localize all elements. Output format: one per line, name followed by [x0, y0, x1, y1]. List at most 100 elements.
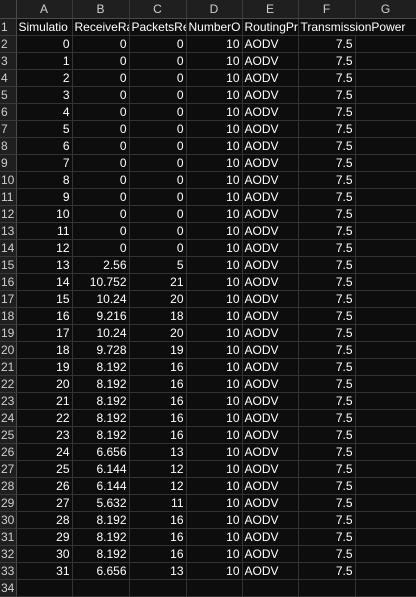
cell-e[interactable]: AODV — [242, 137, 299, 155]
cell-d[interactable]: 10 — [186, 443, 243, 461]
cell-d[interactable]: 10 — [186, 154, 243, 172]
cell-d[interactable]: 10 — [186, 239, 243, 257]
cell-b[interactable]: 8.192 — [72, 511, 130, 529]
row-header[interactable]: 5 — [0, 86, 17, 104]
cell-c[interactable]: 16 — [129, 409, 187, 427]
cell-c[interactable]: 5 — [129, 256, 187, 274]
cell-c[interactable]: 13 — [129, 443, 187, 461]
row-header[interactable]: 7 — [0, 120, 17, 138]
cell-b[interactable]: 0 — [72, 239, 130, 257]
cell-b[interactable]: 10.752 — [72, 273, 130, 291]
cell-d[interactable]: 10 — [186, 511, 243, 529]
cell-b1[interactable]: ReceiveRa — [72, 18, 130, 36]
cell-c[interactable]: 0 — [129, 120, 187, 138]
cell-a[interactable]: 27 — [16, 494, 73, 512]
cell-a[interactable]: 2 — [16, 69, 73, 87]
cell-c[interactable]: 19 — [129, 341, 187, 359]
cell-c[interactable]: 0 — [129, 171, 187, 189]
cell-e[interactable]: AODV — [242, 494, 299, 512]
cell-f[interactable]: 7.5 — [298, 171, 356, 189]
select-all-corner[interactable] — [0, 0, 17, 19]
cell-e[interactable]: AODV — [242, 103, 299, 121]
cell-e[interactable]: AODV — [242, 409, 299, 427]
cell-d[interactable]: 10 — [186, 171, 243, 189]
row-header[interactable]: 6 — [0, 103, 17, 121]
cell-a[interactable]: 24 — [16, 443, 73, 461]
cell-f[interactable]: 7.5 — [298, 375, 356, 393]
cell-b[interactable]: 0 — [72, 222, 130, 240]
row-header[interactable]: 20 — [0, 341, 17, 359]
cell-e[interactable]: AODV — [242, 35, 299, 53]
cell-d[interactable]: 10 — [186, 222, 243, 240]
cell-d[interactable]: 10 — [186, 341, 243, 359]
cell-g[interactable] — [355, 188, 416, 206]
cell-d[interactable]: 10 — [186, 409, 243, 427]
cell-g[interactable] — [355, 494, 416, 512]
cell-f[interactable]: 7.5 — [298, 256, 356, 274]
cell-b[interactable]: 0 — [72, 205, 130, 223]
cell-d[interactable]: 10 — [186, 120, 243, 138]
cell-d[interactable]: 10 — [186, 562, 243, 580]
cell-c[interactable]: 0 — [129, 103, 187, 121]
cell-d[interactable]: 10 — [186, 324, 243, 342]
cell-d[interactable]: 10 — [186, 273, 243, 291]
cell-b[interactable]: 8.192 — [72, 358, 130, 376]
row-header[interactable]: 16 — [0, 273, 17, 291]
cell-d[interactable]: 10 — [186, 545, 243, 563]
row-header[interactable]: 28 — [0, 477, 17, 495]
cell-g[interactable] — [355, 86, 416, 104]
cell-d[interactable]: 10 — [186, 460, 243, 478]
row-header[interactable]: 14 — [0, 239, 17, 257]
cell-d[interactable]: 10 — [186, 52, 243, 70]
cell-a[interactable]: 20 — [16, 375, 73, 393]
cell-c[interactable]: 0 — [129, 188, 187, 206]
cell-d[interactable]: 10 — [186, 528, 243, 546]
cell-e[interactable]: AODV — [242, 460, 299, 478]
row-header[interactable]: 3 — [0, 52, 17, 70]
cell-g[interactable] — [355, 171, 416, 189]
cell-c[interactable]: 20 — [129, 290, 187, 308]
cell-b[interactable]: 8.192 — [72, 375, 130, 393]
cell-g[interactable] — [355, 341, 416, 359]
cell-a[interactable]: 12 — [16, 239, 73, 257]
cell-g[interactable] — [355, 239, 416, 257]
cell-g[interactable] — [355, 375, 416, 393]
row-header[interactable]: 17 — [0, 290, 17, 308]
cell-g[interactable] — [355, 460, 416, 478]
cell-g[interactable] — [355, 103, 416, 121]
cell-c[interactable]: 16 — [129, 392, 187, 410]
cell-d[interactable]: 10 — [186, 477, 243, 495]
cell-g[interactable] — [355, 69, 416, 87]
cell-a[interactable]: 8 — [16, 171, 73, 189]
cell-b[interactable]: 5.632 — [72, 494, 130, 512]
cell-f[interactable]: 7.5 — [298, 528, 356, 546]
cell-e[interactable]: AODV — [242, 52, 299, 70]
cell-b[interactable]: 0 — [72, 52, 130, 70]
cell-f[interactable]: 7.5 — [298, 137, 356, 155]
cell-g[interactable] — [355, 511, 416, 529]
cell-e[interactable]: AODV — [242, 392, 299, 410]
cell-a[interactable]: 14 — [16, 273, 73, 291]
cell-d[interactable]: 10 — [186, 69, 243, 87]
cell-c[interactable]: 0 — [129, 239, 187, 257]
cell-f[interactable]: 7.5 — [298, 358, 356, 376]
cell-g[interactable] — [355, 273, 416, 291]
cell-a[interactable]: 21 — [16, 392, 73, 410]
cell-c[interactable]: 0 — [129, 69, 187, 87]
cell-b[interactable]: 10.24 — [72, 324, 130, 342]
cell-g[interactable] — [355, 528, 416, 546]
cell-g[interactable] — [355, 358, 416, 376]
cell-g[interactable] — [355, 426, 416, 444]
cell-a[interactable]: 9 — [16, 188, 73, 206]
cell-b[interactable]: 0 — [72, 35, 130, 53]
column-header-c[interactable]: C — [129, 0, 187, 19]
cell-e[interactable]: AODV — [242, 86, 299, 104]
cell-e[interactable]: AODV — [242, 222, 299, 240]
cell-a[interactable]: 22 — [16, 409, 73, 427]
row-header[interactable]: 22 — [0, 375, 17, 393]
cell-b[interactable]: 8.192 — [72, 545, 130, 563]
cell-a[interactable]: 25 — [16, 460, 73, 478]
cell-d[interactable]: 10 — [186, 307, 243, 325]
cell-c[interactable]: 0 — [129, 154, 187, 172]
cell-e[interactable]: AODV — [242, 477, 299, 495]
